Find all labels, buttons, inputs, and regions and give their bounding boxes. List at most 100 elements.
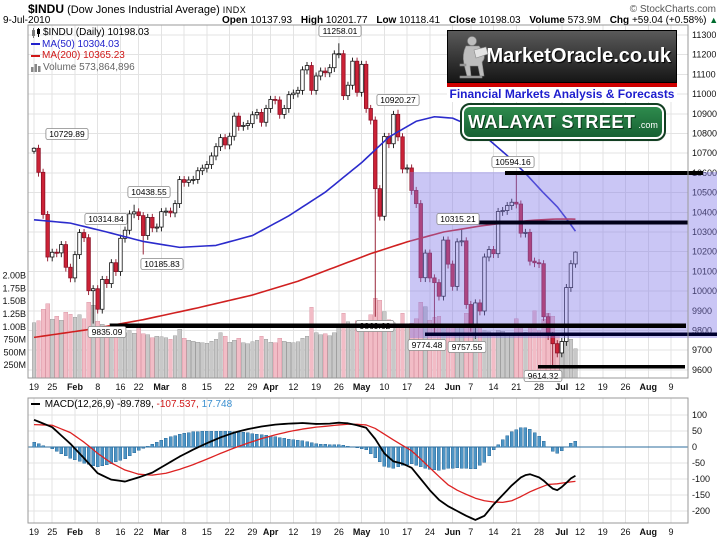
macd-histogram-bar (455, 446, 459, 469)
candle-body (555, 343, 560, 354)
axis-tick-label: 10500 (692, 188, 717, 198)
volume-bar (222, 335, 228, 379)
volume-bar (54, 315, 59, 379)
candle-body (95, 288, 100, 310)
volume-bar (359, 327, 364, 379)
svg-text:10315.21: 10315.21 (440, 214, 476, 224)
axis-tick-label: Apr (263, 527, 279, 537)
axis-tick-label: 8 (182, 527, 187, 537)
price-annotation-label: 9835.09 (87, 326, 127, 338)
macd-histogram-bar (218, 430, 223, 448)
candle-body (518, 203, 523, 234)
candle-body (395, 113, 401, 138)
macd-histogram-bar (328, 444, 332, 448)
marketoracle-banner[interactable]: MarketOracle.co.uk (447, 30, 677, 83)
axis-tick-label: Mar (153, 382, 170, 392)
axis-tick-label: May (353, 527, 371, 537)
volume-bar (182, 337, 187, 379)
axis-tick-label: Feb (67, 527, 84, 537)
low-value: 10118.41 (399, 15, 441, 26)
candle-body (250, 114, 255, 125)
volume-bar (486, 331, 492, 379)
volume-bar (273, 342, 278, 379)
macd-histogram-bar (127, 446, 132, 456)
macd-histogram-bar (341, 445, 346, 448)
candle-body (527, 231, 533, 262)
volume-bar (282, 340, 287, 379)
volume-bar (86, 301, 91, 379)
chg-value: +59.04 (+0.58%) (631, 15, 707, 26)
candle-body (63, 244, 68, 268)
axis-tick-label: 10800 (692, 129, 717, 139)
macd-histogram-bar (491, 446, 496, 450)
svg-text:10438.55: 10438.55 (131, 187, 167, 197)
axis-tick-label: 8 (182, 382, 187, 392)
legend-series-label: $INDU (Daily) 10198.03 (43, 27, 150, 38)
volume-bar (159, 336, 164, 379)
axis-tick-label: 10100 (692, 266, 717, 276)
volume-bar (40, 309, 46, 379)
svg-text:10314.84: 10314.84 (88, 214, 124, 224)
axis-tick-label: 29 (247, 382, 257, 392)
volume-bar (195, 341, 200, 379)
candle-body (68, 266, 73, 279)
axis-tick-label: 28 (534, 382, 544, 392)
open-label: Open (222, 15, 248, 26)
volume-bar (236, 337, 241, 379)
volume-bar (336, 325, 342, 379)
candle-body (568, 263, 574, 288)
macd-histogram-bar (332, 444, 337, 448)
svg-text:10594.16: 10594.16 (495, 157, 531, 167)
candle-body (254, 112, 260, 116)
candle-body (150, 217, 155, 229)
macd-histogram-bar (368, 446, 373, 454)
volume-bar (213, 338, 219, 379)
legend-volume-label: Volume 573,864,896 (43, 61, 135, 73)
macd-histogram-bar (500, 439, 505, 448)
low-label: Low (376, 15, 397, 26)
quote-strip: Open 10137.93 High 10201.77 Low 10118.41… (216, 15, 718, 26)
axis-tick-label: 1.25B (2, 309, 26, 319)
ticker-name: (Dow Jones Industrial Average) (67, 4, 220, 16)
candle-body (486, 249, 492, 258)
axis-tick-label: 9800 (692, 326, 712, 336)
axis-tick-label: 19 (29, 527, 39, 537)
axis-tick-label: 8 (95, 527, 100, 537)
candle-body (564, 287, 569, 342)
volume-bar (50, 318, 55, 379)
marketoracle-tagline: Financial Markets Analysis & Forecasts (447, 87, 677, 102)
candle-body (286, 94, 291, 109)
candle-body (45, 214, 50, 258)
walayat-street-text: WALAYAT STREET (468, 111, 636, 132)
volume-bar (163, 337, 169, 379)
macd-histogram-bar (569, 443, 573, 448)
volume-bar (500, 331, 505, 379)
volume-bar (377, 299, 382, 379)
volume-bar (313, 332, 319, 379)
candle-body (277, 99, 282, 115)
svg-text:10185.83: 10185.83 (144, 259, 180, 269)
candle-body (259, 112, 264, 123)
candle-body (409, 167, 414, 191)
macd-histogram-bar (573, 441, 578, 448)
volume-bar (277, 337, 282, 379)
price-annotation-label: 10594.16 (491, 156, 535, 168)
axis-tick-label: -200 (692, 506, 710, 516)
axis-tick-label: 50 (692, 426, 702, 436)
macd-histogram-bar (478, 446, 482, 466)
axis-tick-label: 10400 (692, 207, 717, 217)
candle-body (404, 167, 410, 170)
axis-tick-label: 1.50B (2, 296, 26, 306)
reading-figure-icon (452, 34, 494, 85)
axis-tick-label: 19 (598, 527, 608, 537)
volume-bar (81, 318, 87, 379)
axis-tick-label: 28 (534, 527, 544, 537)
candle-body (482, 256, 487, 312)
macd-histogram-bar (237, 431, 241, 448)
volume-bar (332, 332, 337, 379)
macd-histogram-bar (487, 446, 491, 457)
candle-body (318, 70, 323, 77)
axis-tick-label: 10900 (692, 109, 717, 119)
candle-body (181, 179, 187, 183)
svg-text:9614.32: 9614.32 (528, 371, 559, 381)
